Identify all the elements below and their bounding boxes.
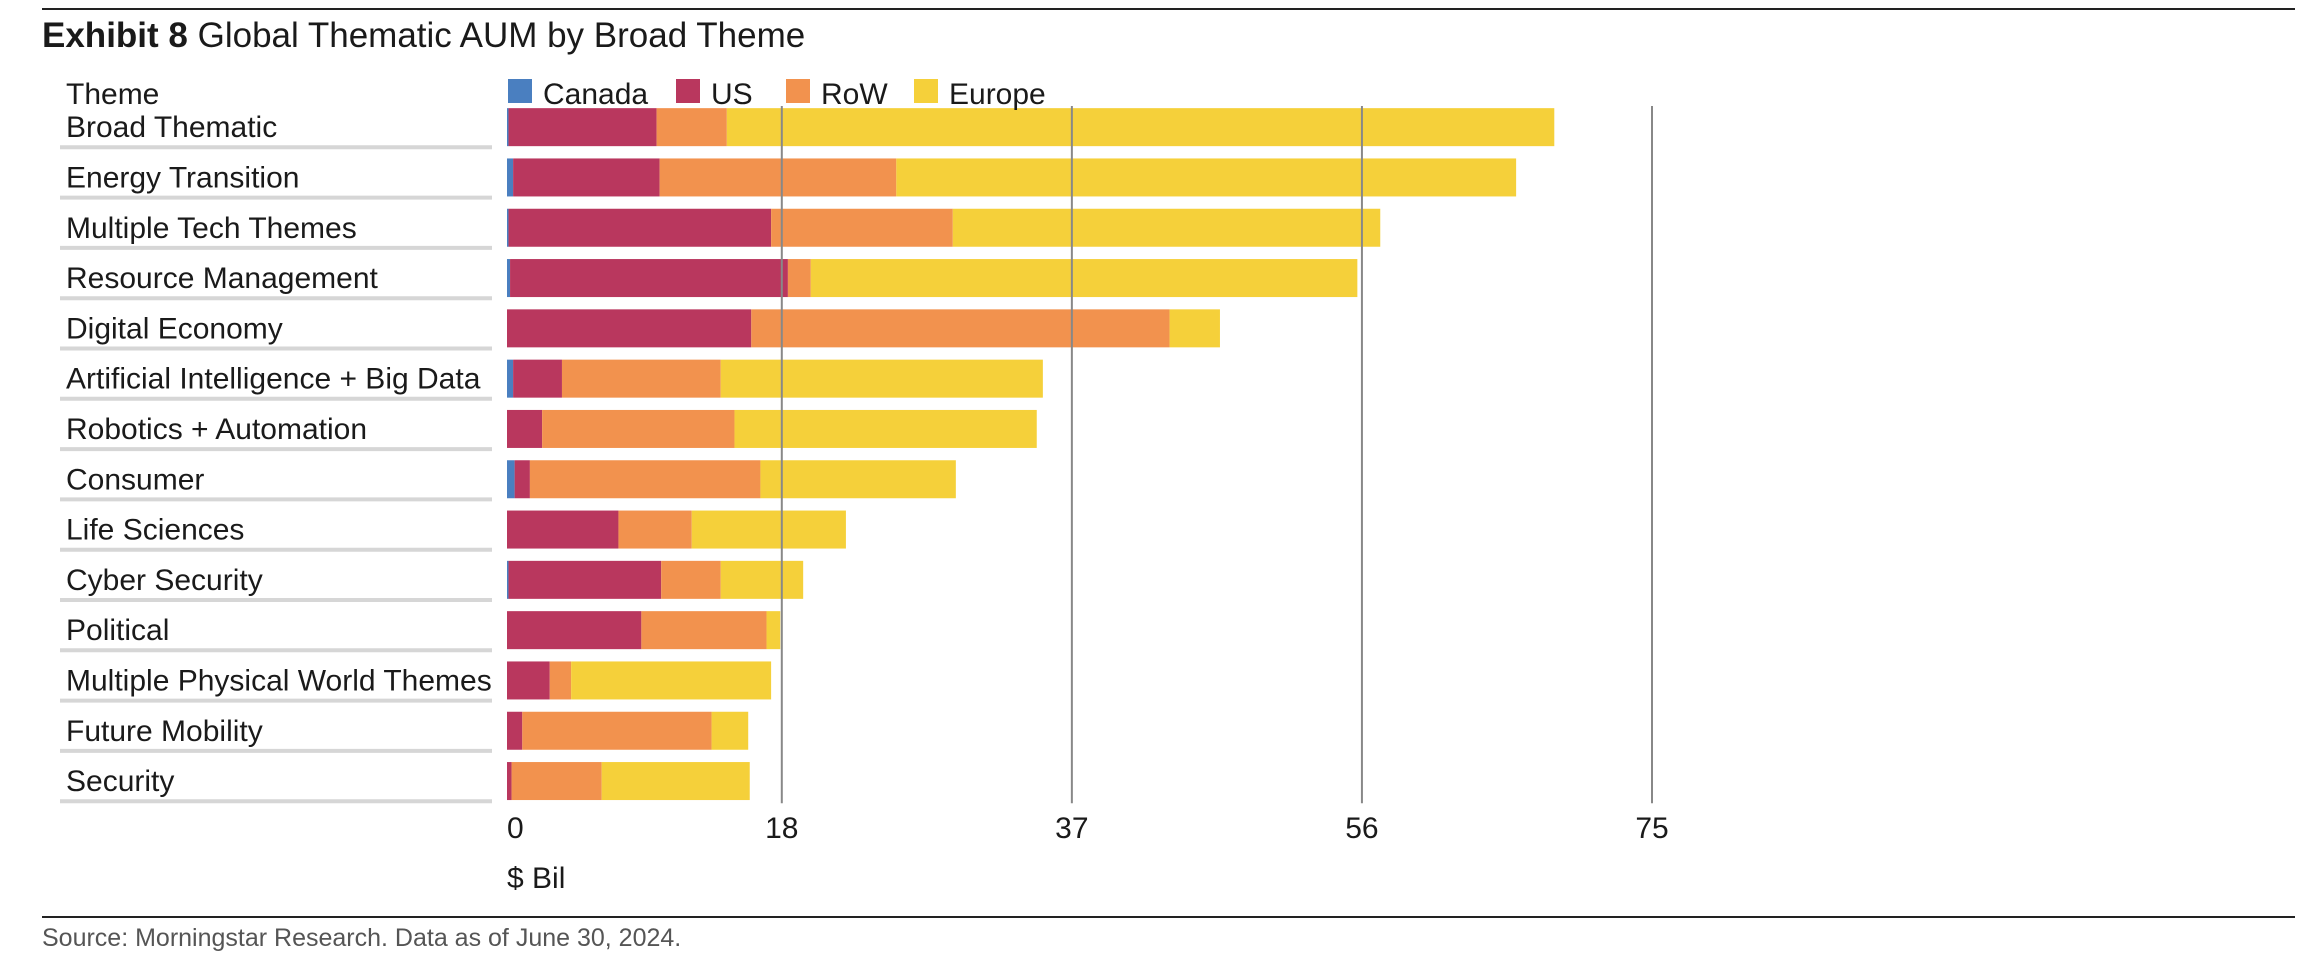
category-label: Political xyxy=(66,614,169,647)
bar-segment-europe xyxy=(760,460,956,499)
legend-swatch-canada xyxy=(508,79,532,103)
category-label: Future Mobility xyxy=(66,715,263,748)
bar-segment-canada xyxy=(507,560,509,599)
bar-segment-us xyxy=(507,309,752,348)
legend-label-row: RoW xyxy=(821,78,888,111)
category-label: Broad Thematic xyxy=(66,111,277,144)
bar-segment-canada xyxy=(507,259,511,298)
bar-segment-us xyxy=(514,460,530,499)
category-header: Theme xyxy=(66,78,159,111)
bar-segment-canada xyxy=(507,359,514,398)
category-label: Resource Management xyxy=(66,262,379,295)
bar-segment-us xyxy=(508,560,662,599)
legend-label-europe: Europe xyxy=(949,78,1046,111)
bar-segment-canada xyxy=(507,158,514,197)
bar-segment-row xyxy=(751,309,1170,348)
exhibit-number: Exhibit 8 xyxy=(42,16,188,55)
gridlines xyxy=(780,106,1653,804)
x-tick-label: 75 xyxy=(1635,812,1668,845)
bars xyxy=(507,108,1555,801)
category-label: Energy Transition xyxy=(66,161,299,194)
bar-segment-row xyxy=(522,711,712,750)
top-rule xyxy=(42,8,2295,10)
bar-segment-us xyxy=(508,208,772,247)
bar-segment-us xyxy=(508,108,657,147)
bar-segment-us xyxy=(513,158,660,197)
source-note: Source: Morningstar Research. Data as of… xyxy=(42,924,682,952)
bar-segment-row xyxy=(659,158,897,197)
x-tick-label: 37 xyxy=(1055,812,1088,845)
bar-segment-europe xyxy=(720,359,1043,398)
bar-segment-europe xyxy=(691,510,846,549)
x-axis-label: $ Bil xyxy=(507,862,565,895)
bar-segment-europe xyxy=(571,661,772,700)
category-label: Multiple Physical World Themes xyxy=(66,664,492,697)
bar-segment-europe xyxy=(952,208,1381,247)
bar-segment-europe xyxy=(601,762,750,801)
legend-swatch-us xyxy=(676,79,700,103)
exhibit-title: Exhibit 8 Global Thematic AUM by Broad T… xyxy=(42,16,805,56)
legend: Canada US RoW Europe xyxy=(508,78,1046,111)
exhibit-heading: Global Thematic AUM by Broad Theme xyxy=(197,16,806,55)
category-label: Artificial Intelligence + Big Data xyxy=(66,363,481,396)
bar-segment-row xyxy=(618,510,692,549)
row-separators xyxy=(60,145,492,804)
bar-segment-europe xyxy=(726,108,1555,147)
category-label: Cyber Security xyxy=(66,564,263,597)
bar-segment-us xyxy=(507,661,550,700)
legend-label-us: US xyxy=(711,78,753,111)
bar-segment-us xyxy=(510,259,788,298)
legend-label-canada: Canada xyxy=(543,78,648,111)
bar-segment-row xyxy=(641,611,767,650)
bar-segment-us xyxy=(507,510,619,549)
category-label: Security xyxy=(66,765,174,798)
bar-segment-europe xyxy=(720,560,804,599)
bar-segment-row xyxy=(542,409,735,448)
legend-swatch-row xyxy=(786,79,810,103)
legend-swatch-europe xyxy=(914,79,938,103)
bar-segment-europe xyxy=(1169,309,1220,348)
bar-segment-row xyxy=(511,762,602,801)
bar-segment-europe xyxy=(896,158,1517,197)
bar-segment-row xyxy=(661,560,721,599)
bar-segment-row xyxy=(529,460,761,499)
bar-segment-canada xyxy=(507,460,515,499)
bar-segment-row xyxy=(549,661,572,700)
bar-segment-us xyxy=(513,359,562,398)
bar-segment-us xyxy=(507,762,512,801)
bar-segment-canada xyxy=(507,208,509,247)
category-labels: Broad Thematic Energy Transition Multiple … xyxy=(66,111,492,798)
bottom-rule xyxy=(42,916,2295,918)
bar-segment-europe xyxy=(810,259,1358,298)
category-label: Robotics + Automation xyxy=(66,413,367,446)
bar-segment-row xyxy=(787,259,811,298)
category-label: Consumer xyxy=(66,463,204,496)
bar-segment-europe xyxy=(766,611,781,650)
x-tick-label: 56 xyxy=(1345,812,1378,845)
bar-segment-us xyxy=(507,611,642,650)
x-tick-label: 18 xyxy=(765,812,798,845)
x-tick-labels: 0 18 37 56 75 xyxy=(507,812,1669,845)
category-label: Multiple Tech Themes xyxy=(66,212,357,245)
category-label: Life Sciences xyxy=(66,514,244,547)
bar-segment-row xyxy=(656,108,727,147)
category-label: Digital Economy xyxy=(66,312,283,345)
bar-segment-us xyxy=(507,409,543,448)
bar-segment-europe xyxy=(711,711,749,750)
bar-segment-canada xyxy=(507,108,509,147)
bar-segment-europe xyxy=(734,409,1037,448)
bar-segment-row xyxy=(771,208,953,247)
bar-segment-us xyxy=(507,711,523,750)
bar-segment-row xyxy=(561,359,721,398)
x-tick-label: 0 xyxy=(507,812,524,845)
